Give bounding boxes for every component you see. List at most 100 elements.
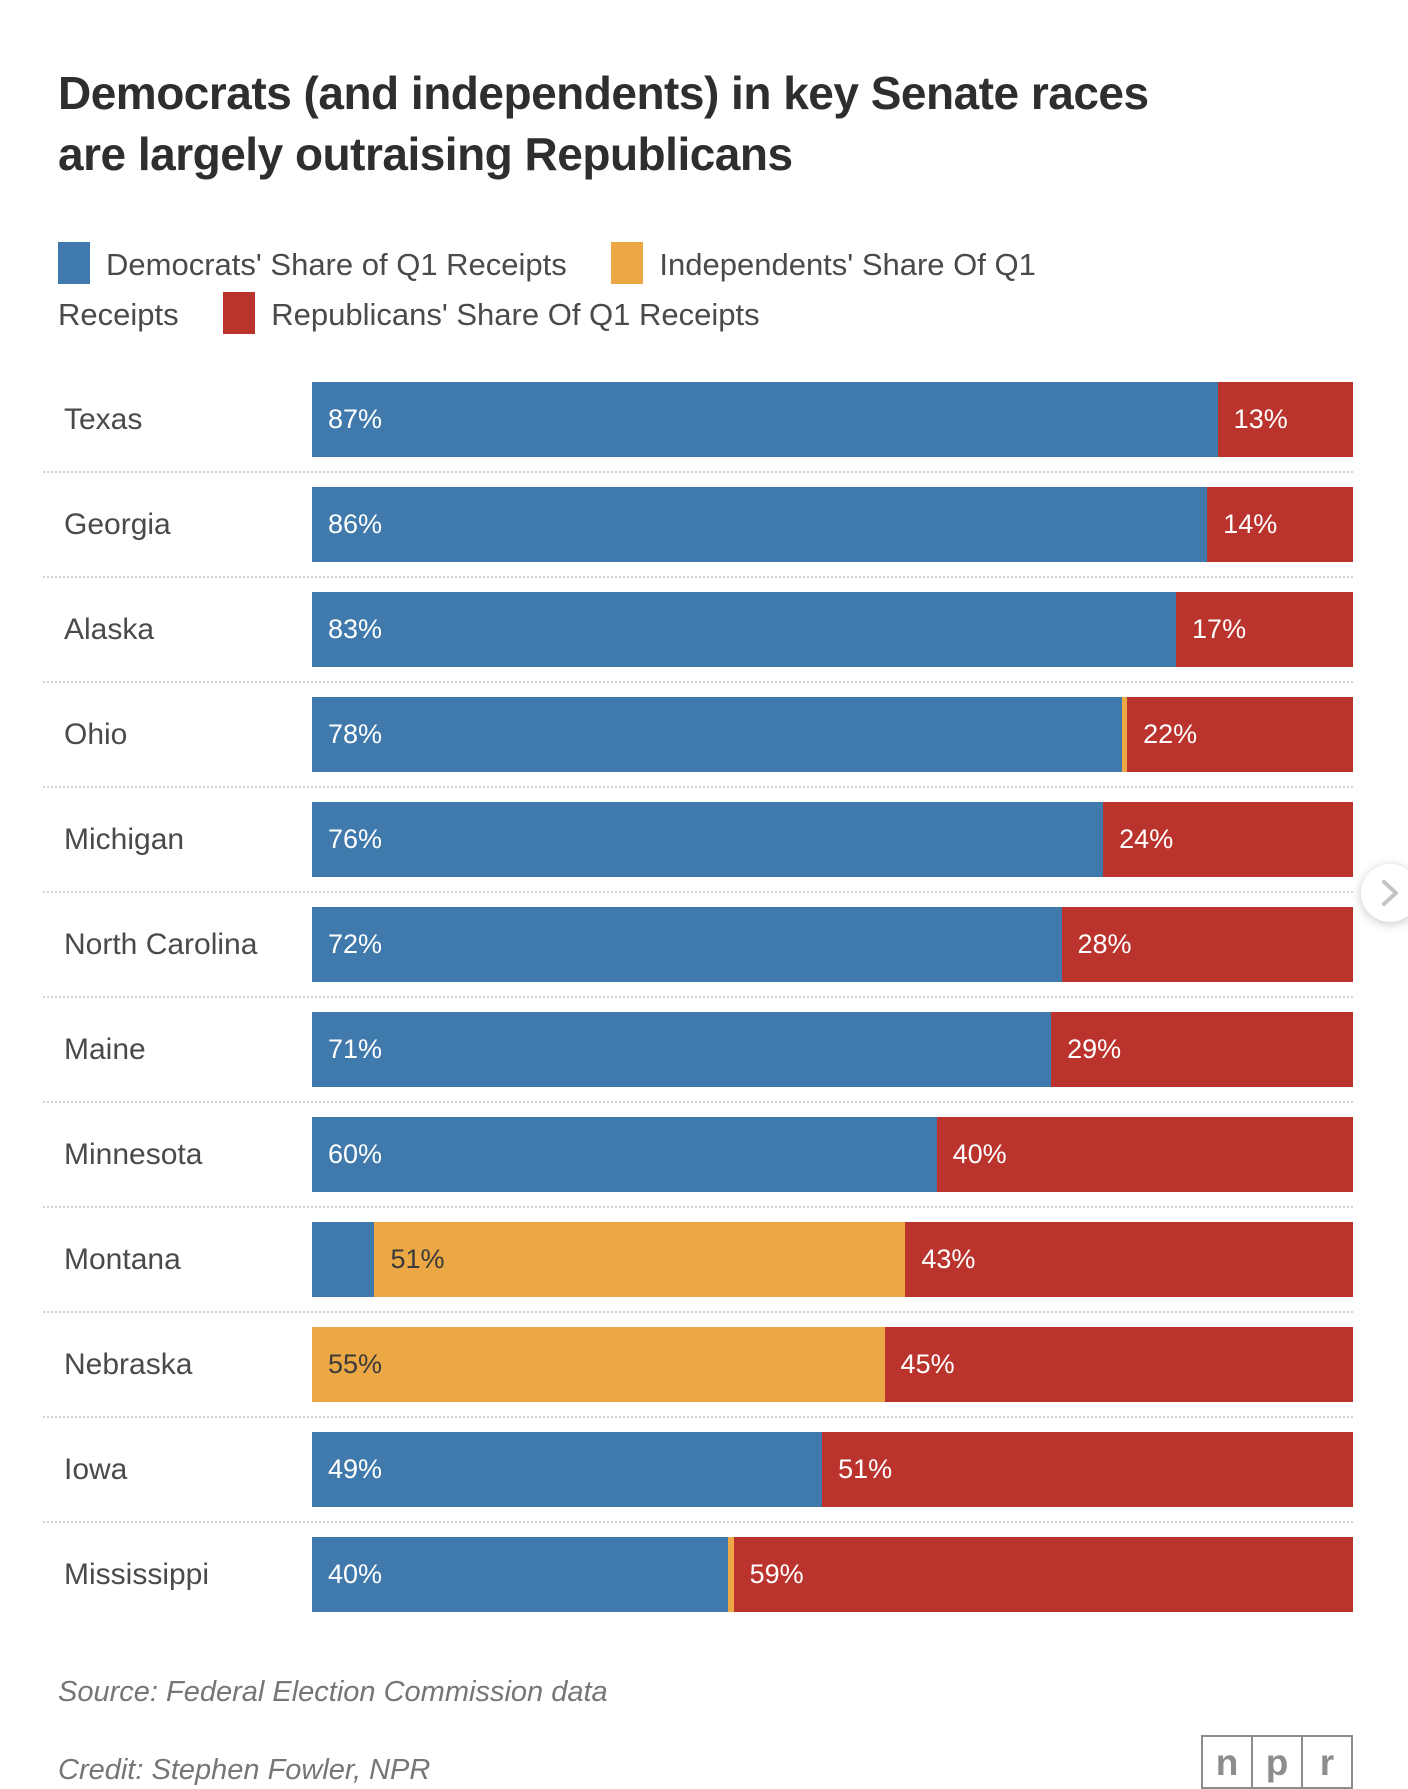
ind-segment: 55% [312, 1327, 885, 1403]
segment-value-label: 87% [328, 404, 383, 435]
dem-segment: 83% [312, 592, 1177, 668]
legend-item: Independents' Share Of Q1 Receipts [58, 242, 1036, 333]
segment-value-label: 40% [952, 1139, 1007, 1170]
rep-segment: 14% [1207, 487, 1353, 563]
row-separator [43, 1416, 1353, 1419]
segment-value-label: 28% [1077, 929, 1132, 960]
dem-segment: 71% [312, 1012, 1052, 1088]
state-label: Michigan [64, 822, 185, 856]
state-label: Mississippi [64, 1557, 210, 1591]
graphic-container: Democrats (and independents) in key Sena… [43, 0, 1353, 1789]
dem-segment: 78% [312, 697, 1122, 773]
row-separator [43, 576, 1353, 579]
segment-value-label: 72% [328, 929, 383, 960]
row-separator [43, 786, 1353, 789]
bar-row: Minnesota 60% 40% [58, 1117, 1353, 1193]
legend-label: Republicans' Share Of Q1 Receipts [271, 297, 760, 333]
segment-value-label: 51% [838, 1454, 893, 1485]
dem-segment: 60% [312, 1117, 937, 1193]
bar-row: Nebraska 55% 45% [58, 1327, 1353, 1403]
segment-value-label: 17% [1192, 614, 1247, 645]
chevron-right-icon [1382, 880, 1398, 906]
chart: Texas 87% 13% Georgia 86% 14% Alaska 83% 17… [43, 382, 1353, 1613]
dem-segment: 40% [312, 1537, 729, 1613]
state-label: Montana [64, 1242, 181, 1276]
npr-logo-letter-n: n [1201, 1735, 1253, 1789]
stacked-bar: 60% 40% [312, 1117, 1353, 1193]
stacked-bar: 87% 13% [312, 382, 1353, 458]
bar-row: Maine 71% 29% [58, 1012, 1353, 1088]
rep-segment: 24% [1103, 802, 1353, 878]
segment-value-label: 40% [328, 1559, 383, 1590]
state-label: Texas [64, 402, 143, 436]
rep-segment: 29% [1051, 1012, 1353, 1088]
state-label: Iowa [64, 1452, 128, 1486]
row-separator [43, 1206, 1353, 1209]
segment-value-label: 86% [328, 509, 383, 540]
row-separator [43, 471, 1353, 474]
stacked-bar: 40% 59% [312, 1537, 1353, 1613]
ind-segment [1121, 697, 1128, 773]
dem-segment: 72% [312, 907, 1062, 983]
rep-segment: 13% [1217, 382, 1353, 458]
bar-row: Ohio 78% 22% [58, 697, 1353, 773]
source-note: Source: Federal Election Commission data [58, 1676, 608, 1709]
dem-segment [312, 1222, 375, 1298]
row-separator [43, 1101, 1353, 1104]
stacked-bar: 76% 24% [312, 802, 1353, 878]
bar-row: North Carolina 72% 28% [58, 907, 1353, 983]
stacked-bar: 51% 43% [312, 1222, 1353, 1298]
segment-value-label: 14% [1223, 509, 1278, 540]
state-label: Ohio [64, 717, 128, 751]
dem-segment: 49% [312, 1432, 823, 1508]
bar-row: Michigan 76% 24% [58, 802, 1353, 878]
npr-logo-letter-p: p [1251, 1735, 1303, 1789]
legend-label: Democrats' Share of Q1 Receipts [106, 247, 567, 283]
segment-value-label: 60% [328, 1139, 383, 1170]
segment-value-label: 49% [328, 1454, 383, 1485]
rep-segment: 59% [733, 1537, 1353, 1613]
segment-value-label: 45% [900, 1349, 955, 1380]
rep-segment: 45% [884, 1327, 1353, 1403]
rep-segment: 43% [905, 1222, 1353, 1298]
segment-value-label: 29% [1067, 1034, 1122, 1065]
bar-row: Georgia 86% 14% [58, 487, 1353, 563]
legend-label: Independents' Share Of Q1 Receipts [58, 247, 1036, 333]
segment-value-label: 83% [328, 614, 383, 645]
state-label: Georgia [64, 507, 171, 541]
carousel-next-button[interactable] [1361, 864, 1408, 922]
ind-segment: 51% [374, 1222, 906, 1298]
independents-swatch [611, 242, 644, 285]
row-separator [43, 996, 1353, 999]
dem-segment: 87% [312, 382, 1218, 458]
stacked-bar: 72% 28% [312, 907, 1353, 983]
bar-row: Mississippi 40% 59% [58, 1537, 1353, 1613]
legend-item: Democrats' Share of Q1 Receipts [58, 242, 567, 285]
segment-value-label: 55% [328, 1349, 383, 1380]
stacked-bar: 78% 22% [312, 697, 1353, 773]
ind-segment [728, 1537, 734, 1613]
rep-segment: 22% [1127, 697, 1353, 773]
state-label: Maine [64, 1032, 146, 1066]
segment-value-label: 71% [328, 1034, 383, 1065]
state-label: North Carolina [64, 927, 258, 961]
row-separator [43, 1311, 1353, 1314]
state-label: Alaska [64, 612, 155, 646]
bar-row: Texas 87% 13% [58, 382, 1353, 458]
dem-segment: 86% [312, 487, 1208, 563]
stacked-bar: 55% 45% [312, 1327, 1353, 1403]
segment-value-label: 59% [749, 1559, 804, 1590]
republicans-swatch [223, 292, 256, 335]
legend: Democrats' Share of Q1 Receipts Independ… [58, 240, 1178, 340]
segment-value-label: 76% [328, 824, 383, 855]
segment-value-label: 43% [921, 1244, 976, 1275]
row-separator [43, 1521, 1353, 1524]
rep-segment: 40% [936, 1117, 1353, 1193]
bar-row: Montana 51% 43% [58, 1222, 1353, 1298]
bar-row: Iowa 49% 51% [58, 1432, 1353, 1508]
segment-value-label: 51% [390, 1244, 445, 1275]
stacked-bar: 86% 14% [312, 487, 1353, 563]
row-separator [43, 891, 1353, 894]
state-label: Nebraska [64, 1347, 193, 1381]
